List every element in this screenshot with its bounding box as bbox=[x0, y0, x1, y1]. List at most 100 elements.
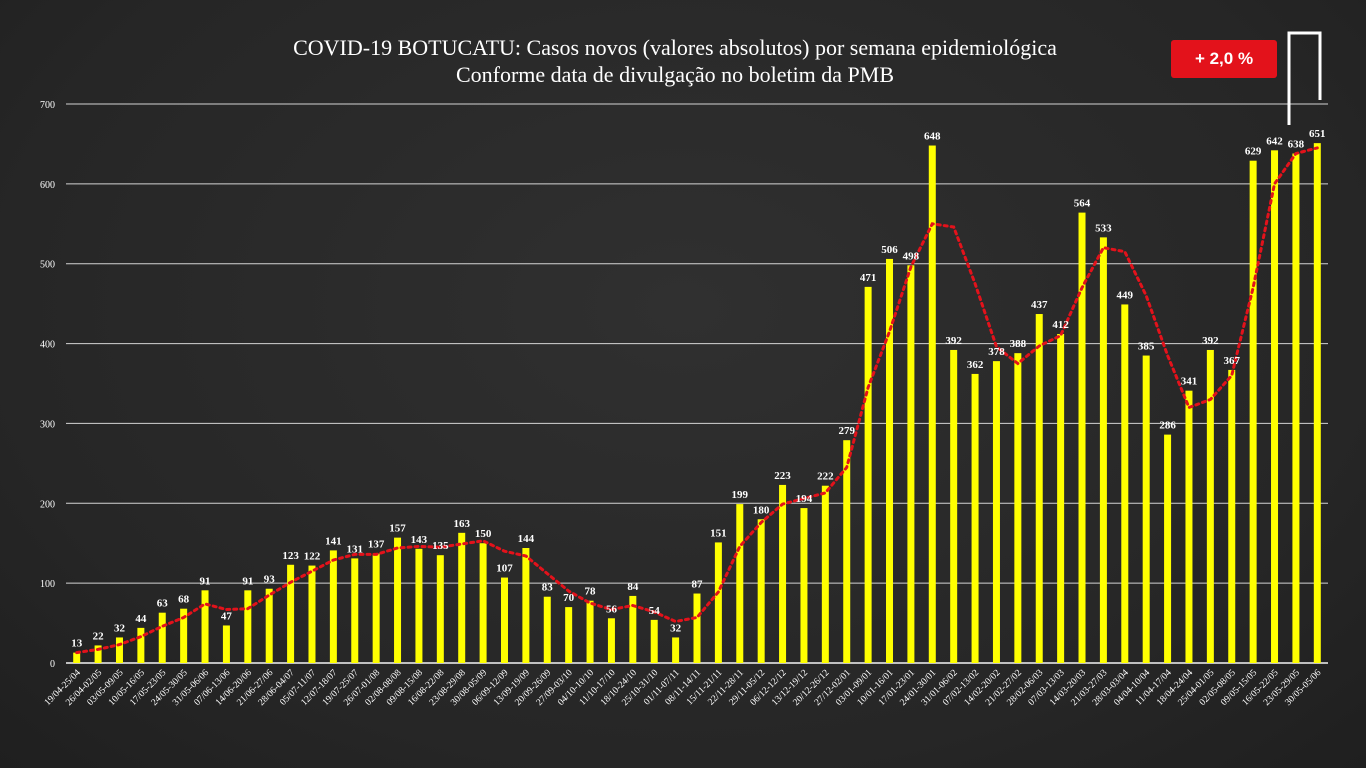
bar bbox=[94, 645, 102, 663]
bracket-path bbox=[1287, 31, 1322, 125]
y-tick-label: 100 bbox=[40, 579, 55, 590]
bar bbox=[137, 627, 145, 663]
bar bbox=[629, 595, 637, 663]
bar bbox=[1099, 237, 1107, 663]
bar bbox=[672, 637, 680, 663]
bar bbox=[522, 548, 530, 663]
data-label: 180 bbox=[753, 504, 770, 516]
bar bbox=[73, 652, 81, 663]
data-label: 32 bbox=[670, 622, 682, 634]
bar bbox=[821, 485, 829, 663]
data-label: 144 bbox=[518, 533, 535, 545]
bar bbox=[971, 373, 979, 663]
bar bbox=[1142, 355, 1150, 663]
data-label: 44 bbox=[135, 613, 147, 625]
data-label: 471 bbox=[860, 272, 877, 284]
data-label: 56 bbox=[606, 603, 618, 615]
bar bbox=[1292, 153, 1300, 664]
bar bbox=[543, 596, 551, 663]
data-label: 194 bbox=[796, 493, 813, 505]
data-label: 131 bbox=[347, 543, 364, 555]
bar bbox=[586, 600, 594, 663]
bar bbox=[351, 558, 359, 663]
data-label: 651 bbox=[1309, 128, 1326, 140]
data-label: 648 bbox=[924, 131, 941, 143]
data-label: 13 bbox=[71, 638, 83, 650]
data-label: 362 bbox=[967, 359, 984, 371]
y-tick-label: 200 bbox=[40, 499, 55, 510]
data-label: 506 bbox=[881, 244, 898, 256]
data-label: 151 bbox=[710, 527, 727, 539]
title-line-1: COVID-19 BOTUCATU: Casos novos (valores … bbox=[293, 35, 1057, 60]
bar bbox=[1313, 143, 1321, 663]
data-label: 157 bbox=[389, 523, 406, 535]
data-label: 629 bbox=[1245, 146, 1262, 158]
bar bbox=[864, 286, 872, 663]
y-tick-label: 300 bbox=[40, 419, 55, 430]
y-tick-label: 0 bbox=[50, 659, 55, 670]
bar-series bbox=[73, 143, 1321, 664]
bar bbox=[950, 349, 958, 663]
data-label: 388 bbox=[1010, 338, 1027, 350]
data-label: 533 bbox=[1095, 222, 1112, 234]
data-label: 91 bbox=[242, 575, 253, 587]
data-labels: 13 22 32 44 63 68 91 47 91 93 123 122 141 131 137 157 14… bbox=[71, 128, 1325, 649]
bar bbox=[992, 361, 1000, 663]
bar bbox=[650, 619, 658, 663]
data-label: 286 bbox=[1159, 420, 1176, 432]
data-label: 437 bbox=[1031, 299, 1048, 311]
bar bbox=[736, 504, 744, 663]
bar bbox=[158, 612, 166, 663]
bar bbox=[244, 590, 252, 663]
bar bbox=[1014, 353, 1022, 663]
data-label: 93 bbox=[264, 574, 276, 586]
data-label: 378 bbox=[988, 346, 1005, 358]
data-label: 83 bbox=[542, 582, 554, 594]
bar bbox=[265, 588, 273, 663]
data-label: 392 bbox=[945, 335, 962, 347]
y-tick-label: 400 bbox=[40, 340, 55, 351]
data-label: 68 bbox=[178, 594, 190, 606]
bar bbox=[779, 484, 787, 663]
data-label: 91 bbox=[200, 575, 211, 587]
data-label: 638 bbox=[1288, 139, 1305, 151]
bar bbox=[201, 590, 209, 663]
chart-title: COVID-19 BOTUCATU: Casos novos (valores … bbox=[150, 34, 1200, 88]
bar bbox=[565, 607, 573, 663]
data-label: 367 bbox=[1223, 355, 1240, 367]
y-tick-label: 700 bbox=[40, 100, 55, 111]
title-line-2: Conforme data de divulgação no boletim d… bbox=[455, 62, 895, 87]
bar bbox=[458, 532, 466, 663]
data-label: 123 bbox=[282, 550, 299, 562]
bar bbox=[1206, 349, 1214, 663]
x-axis-ticks: 19/04-25/0426/04-02/0503/05-09/0510/05-1… bbox=[43, 668, 1324, 708]
trend-line-path bbox=[75, 146, 1319, 655]
bar bbox=[607, 618, 615, 663]
bar bbox=[1249, 160, 1257, 663]
bar bbox=[415, 548, 423, 663]
data-label: 141 bbox=[325, 535, 342, 547]
bar bbox=[693, 593, 701, 663]
data-label: 78 bbox=[585, 586, 597, 598]
bar bbox=[1271, 150, 1279, 663]
bar bbox=[1121, 304, 1129, 663]
data-label: 54 bbox=[649, 605, 661, 617]
bar bbox=[479, 543, 487, 663]
data-label: 341 bbox=[1181, 376, 1198, 388]
bar bbox=[714, 542, 722, 663]
bar bbox=[372, 553, 380, 663]
data-label: 70 bbox=[563, 592, 575, 604]
data-label: 135 bbox=[432, 540, 449, 552]
bar bbox=[180, 608, 188, 663]
data-label: 47 bbox=[221, 610, 233, 622]
bar bbox=[1057, 333, 1065, 663]
data-label: 163 bbox=[453, 518, 470, 530]
data-label: 392 bbox=[1202, 335, 1219, 347]
data-label: 222 bbox=[817, 471, 834, 483]
data-label: 63 bbox=[157, 598, 169, 610]
bar bbox=[843, 440, 851, 663]
bar bbox=[800, 508, 808, 663]
data-label: 150 bbox=[475, 528, 492, 540]
bar bbox=[1078, 212, 1086, 663]
